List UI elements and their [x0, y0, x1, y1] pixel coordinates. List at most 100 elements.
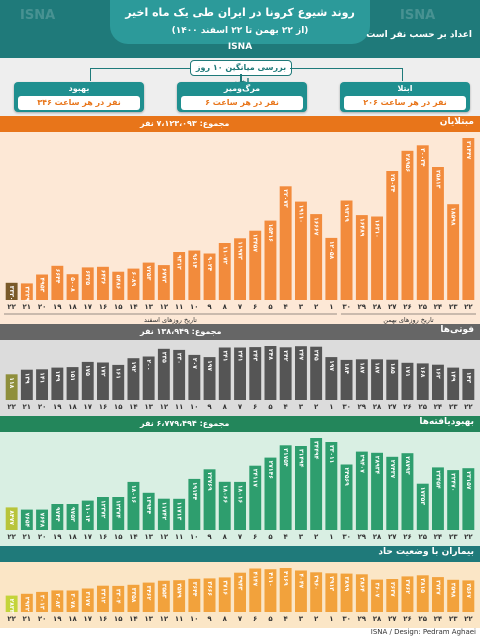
bar — [340, 573, 353, 612]
tick-label: ۲۹ — [358, 303, 367, 311]
data-label: ۲۳۴۵۴ — [434, 470, 441, 489]
data-label: ۱۷۳۵۳ — [419, 487, 426, 506]
data-label: ۶۷۷۳ — [160, 268, 167, 283]
panel-header: فوتی‌ها مجموع: ۱۳۸،۹۴۹ نفر — [0, 324, 480, 340]
bar — [447, 579, 460, 612]
bar — [355, 574, 368, 612]
bar — [36, 509, 48, 530]
bar — [127, 358, 140, 400]
bar — [432, 364, 444, 400]
tick-label: ۹ — [207, 615, 212, 623]
tick-label: ۴ — [284, 403, 289, 411]
bar — [203, 578, 216, 612]
tick-label: ۲۱ — [23, 303, 32, 311]
data-label: ۷۶۵۴ — [23, 513, 30, 528]
tick-label: ۲۰ — [38, 533, 47, 541]
bar — [157, 580, 170, 612]
data-label: ۱۲۳۷۴ — [115, 500, 122, 519]
data-label: ۱۲۰۵۸ — [328, 241, 335, 260]
bar — [97, 497, 109, 530]
data-label: ۳۵۶۷ — [465, 583, 472, 598]
data-label: ۱۸۵ — [389, 363, 396, 374]
tick-label: ۲۲ — [7, 303, 16, 311]
data-label: ۳۰۸۳ — [54, 593, 61, 608]
tick-label: ۱۹ — [53, 303, 62, 311]
tick-label: ۲۰ — [38, 303, 47, 311]
tick-label: ۲۲ — [464, 403, 473, 411]
tick-label: ۲۳ — [449, 533, 458, 541]
data-label: ۹۰۲۴ — [206, 257, 213, 272]
data-label: ۲۴۳ — [252, 350, 259, 361]
data-label: ۳۷۲۷ — [434, 580, 441, 595]
month-label-esfand: تاریخ روزهای اسفند — [144, 316, 197, 324]
tick-label: ۶ — [253, 403, 257, 411]
tick-label: ۵ — [268, 403, 273, 411]
bar — [462, 368, 475, 400]
bar — [81, 588, 94, 612]
bar — [355, 215, 368, 300]
data-label: ۵۴۸۶ — [115, 275, 122, 290]
tick-label: ۱۱ — [175, 615, 184, 623]
data-label: ۶۳۲۵ — [84, 270, 91, 285]
data-label: ۳۱۴۹۴ — [297, 449, 304, 468]
bar — [20, 283, 33, 300]
data-label: ۹۷۵۳ — [69, 507, 76, 522]
tick-label: ۱۶ — [99, 403, 108, 411]
tick-label: ۲۸ — [373, 533, 382, 541]
data-label: ۱۶۴۸۹ — [358, 218, 365, 237]
bar — [279, 568, 292, 612]
date-range: (از ۲۲ بهمن تا ۲۲ اسفند ۱۴۰۰) — [171, 26, 309, 36]
data-label: ۳۳۰۴ — [115, 589, 122, 604]
tick-label: ۲۸ — [373, 303, 382, 311]
data-label: ۸۴۷۷ — [8, 510, 15, 525]
tick-label: ۷ — [238, 533, 243, 541]
tick-label: ۲۲ — [7, 403, 16, 411]
data-label: ۱۸۷ — [358, 362, 365, 373]
tick-label: ۱۰ — [190, 615, 199, 623]
bar-chart: ۲۳۱۵۷۲۲۲۲۴۷۰۲۳۲۳۴۵۴۲۴۱۷۳۵۳۲۵۲۸۷۹۳۲۶۲۷۴۳۷… — [5, 438, 475, 541]
tick-label: ۲۰ — [38, 403, 47, 411]
data-label: ۳۵۵۳ — [160, 584, 167, 599]
data-label: ۱۵۴۱۶ — [267, 224, 274, 243]
panel-header: بهبودیافته‌ها مجموع: ۶،۷۷۹،۴۹۴ نفر — [0, 416, 480, 432]
tick-label: ۳۰ — [342, 303, 351, 311]
bar — [5, 282, 18, 300]
data-label: ۳۳۱۲ — [100, 589, 107, 604]
tick-label: ۱۰ — [190, 303, 199, 311]
tick-label: ۳۰ — [342, 533, 351, 541]
bar — [20, 509, 33, 530]
bar — [173, 252, 186, 300]
bar — [112, 585, 125, 612]
data-label: ۲۷۱۴۶ — [267, 461, 274, 480]
bar — [66, 367, 79, 400]
tick-label: ۱۳ — [144, 615, 153, 623]
tick-label: ۱۲ — [160, 615, 169, 623]
bar — [325, 442, 338, 530]
bracket-left — [90, 68, 191, 81]
bar — [173, 498, 186, 530]
bar — [51, 504, 64, 530]
page-title: روند شیوع کرونا در ایران طی یک ماه اخیر — [125, 6, 355, 19]
data-label: ۱۳۹۴۴ — [145, 496, 152, 515]
bar — [127, 268, 140, 300]
data-label: ۳۸۱۵ — [419, 578, 426, 593]
tick-label: ۲ — [314, 615, 319, 623]
tick-label: ۳ — [299, 615, 304, 623]
bar — [36, 369, 48, 400]
bar — [447, 367, 460, 400]
bar — [112, 364, 125, 400]
data-label: ۹۷۴۴ — [54, 507, 61, 522]
data-label: ۳۵۹۸ — [450, 583, 457, 598]
data-label: ۲۴۵۶۹ — [343, 468, 350, 487]
tick-label: ۳۰ — [342, 403, 351, 411]
data-label: ۱۶۸ — [419, 366, 426, 377]
data-label: ۵۰۰۸ — [69, 277, 76, 292]
panel-header: بیماران با وضعیت حاد — [0, 546, 480, 562]
tick-label: ۱۰ — [190, 403, 199, 411]
tick-label: ۲۶ — [403, 615, 412, 623]
bar — [340, 464, 353, 530]
data-label: ۱۱۷۴۲ — [160, 502, 167, 521]
tick-label: ۱۳ — [144, 403, 153, 411]
data-label: ۱۷۵ — [84, 365, 91, 376]
bar — [249, 347, 262, 400]
